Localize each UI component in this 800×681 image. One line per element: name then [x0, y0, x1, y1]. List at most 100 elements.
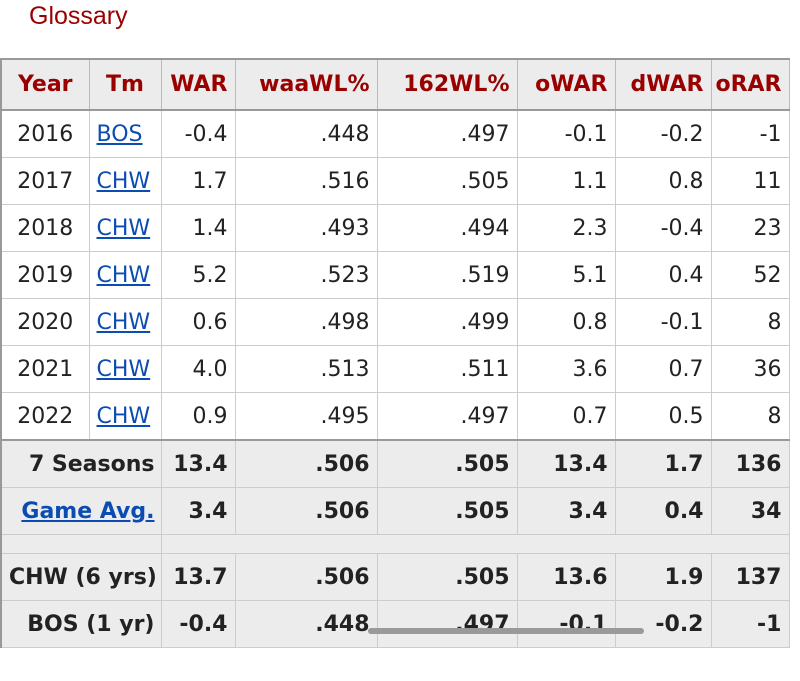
totals-row: 7 Seasons 13.4 .506 .505 13.4 1.7 136 — [0, 439, 790, 488]
dwar-cell: -0.4 — [614, 204, 712, 252]
year-cell: 2021 — [0, 345, 90, 393]
orar-cell: 23 — [710, 204, 790, 252]
orar-cell: 36 — [710, 345, 790, 393]
war-cell: 0.9 — [160, 392, 236, 441]
separator-cell — [0, 534, 162, 554]
team-total-label: CHW (6 yrs) — [0, 553, 162, 601]
war-cell: 0.6 — [160, 298, 236, 346]
owar-cell: 13.4 — [516, 439, 616, 488]
war-stats-table: Year Tm WAR waaWL% 162WL% oWAR dWAR oRAR… — [0, 58, 790, 648]
162wl-cell: .497 — [376, 109, 518, 158]
orar-cell: -1 — [710, 109, 790, 158]
162wl-cell: .511 — [376, 345, 518, 393]
team-cell: CHW — [88, 251, 162, 299]
team-link[interactable]: CHW — [96, 215, 151, 241]
162wl-cell: .497 — [376, 600, 518, 648]
orar-cell: 52 — [710, 251, 790, 299]
team-total-row: BOS (1 yr) -0.4 .448 .497 -0.1 -0.2 -1 — [0, 600, 790, 648]
header-dwar[interactable]: dWAR — [614, 58, 712, 111]
owar-cell: -0.1 — [516, 109, 616, 158]
team-cell: CHW — [88, 298, 162, 346]
team-link[interactable]: CHW — [96, 356, 151, 382]
orar-cell: -1 — [710, 600, 790, 648]
owar-cell: 5.1 — [516, 251, 616, 299]
glossary-link[interactable]: Glossary — [29, 2, 128, 30]
table-row: 2019 CHW 5.2 .523 .519 5.1 0.4 52 — [0, 251, 790, 299]
table-row: 2017 CHW 1.7 .516 .505 1.1 0.8 11 — [0, 157, 790, 205]
war-cell: 4.0 — [160, 345, 236, 393]
header-year[interactable]: Year — [0, 58, 90, 111]
owar-cell: 0.8 — [516, 298, 616, 346]
team-link[interactable]: BOS — [96, 121, 143, 147]
162wl-cell: .505 — [376, 487, 518, 535]
header-row: Year Tm WAR waaWL% 162WL% oWAR dWAR oRAR — [0, 58, 790, 111]
owar-cell: 13.6 — [516, 553, 616, 601]
year-cell: 2019 — [0, 251, 90, 299]
war-cell: 3.4 — [160, 487, 236, 535]
header-waawl[interactable]: waaWL% — [234, 58, 378, 111]
header-orar[interactable]: oRAR — [710, 58, 790, 111]
owar-cell: 1.1 — [516, 157, 616, 205]
orar-cell: 8 — [710, 392, 790, 441]
waawl-cell: .448 — [234, 109, 378, 158]
table-row: 2022 CHW 0.9 .495 .497 0.7 0.5 8 — [0, 392, 790, 441]
header-team[interactable]: Tm — [88, 58, 162, 111]
year-cell: 2017 — [0, 157, 90, 205]
table-row: 2020 CHW 0.6 .498 .499 0.8 -0.1 8 — [0, 298, 790, 346]
owar-cell: 2.3 — [516, 204, 616, 252]
war-cell: 13.7 — [160, 553, 236, 601]
owar-cell: -0.1 — [516, 600, 616, 648]
owar-cell: 3.4 — [516, 487, 616, 535]
dwar-cell: 0.8 — [614, 157, 712, 205]
team-link[interactable]: CHW — [96, 403, 151, 429]
year-cell: 2018 — [0, 204, 90, 252]
year-cell: 2022 — [0, 392, 90, 441]
table-row: 2016 BOS -0.4 .448 .497 -0.1 -0.2 -1 — [0, 109, 790, 158]
team-cell: BOS — [88, 109, 162, 158]
team-cell: CHW — [88, 345, 162, 393]
game-avg-link[interactable]: Game Avg. — [21, 498, 155, 524]
war-cell: -0.4 — [160, 600, 236, 648]
dwar-cell: 0.4 — [614, 251, 712, 299]
waawl-cell: .523 — [234, 251, 378, 299]
team-cell: CHW — [88, 157, 162, 205]
war-cell: -0.4 — [160, 109, 236, 158]
table-row: 2021 CHW 4.0 .513 .511 3.6 0.7 36 — [0, 345, 790, 393]
year-cell: 2016 — [0, 109, 90, 158]
game-avg-label: Game Avg. — [0, 487, 162, 535]
dwar-cell: 1.9 — [614, 553, 712, 601]
waawl-cell: .506 — [234, 553, 378, 601]
waawl-cell: .493 — [234, 204, 378, 252]
waawl-cell: .516 — [234, 157, 378, 205]
162wl-cell: .519 — [376, 251, 518, 299]
waawl-cell: .506 — [234, 439, 378, 488]
war-cell: 1.7 — [160, 157, 236, 205]
waawl-cell: .506 — [234, 487, 378, 535]
orar-cell: 34 — [710, 487, 790, 535]
162wl-cell: .505 — [376, 553, 518, 601]
owar-cell: 0.7 — [516, 392, 616, 441]
162wl-cell: .505 — [376, 439, 518, 488]
separator-cell — [160, 534, 790, 554]
header-162wl[interactable]: 162WL% — [376, 58, 518, 111]
162wl-cell: .494 — [376, 204, 518, 252]
dwar-cell: -0.1 — [614, 298, 712, 346]
orar-cell: 137 — [710, 553, 790, 601]
team-link[interactable]: CHW — [96, 168, 151, 194]
stats-table-container[interactable]: Year Tm WAR waaWL% 162WL% oWAR dWAR oRAR… — [0, 58, 790, 648]
team-link[interactable]: CHW — [96, 309, 151, 335]
dwar-cell: -0.2 — [614, 109, 712, 158]
header-owar[interactable]: oWAR — [516, 58, 616, 111]
game-avg-row: Game Avg. 3.4 .506 .505 3.4 0.4 34 — [0, 487, 790, 535]
team-cell: CHW — [88, 204, 162, 252]
waawl-cell: .448 — [234, 600, 378, 648]
162wl-cell: .497 — [376, 392, 518, 441]
team-link[interactable]: CHW — [96, 262, 151, 288]
orar-cell: 8 — [710, 298, 790, 346]
waawl-cell: .495 — [234, 392, 378, 441]
team-total-label: BOS (1 yr) — [0, 600, 162, 648]
team-cell: CHW — [88, 392, 162, 441]
horizontal-scrollbar[interactable] — [368, 628, 644, 634]
header-war[interactable]: WAR — [160, 58, 236, 111]
dwar-cell: 0.4 — [614, 487, 712, 535]
